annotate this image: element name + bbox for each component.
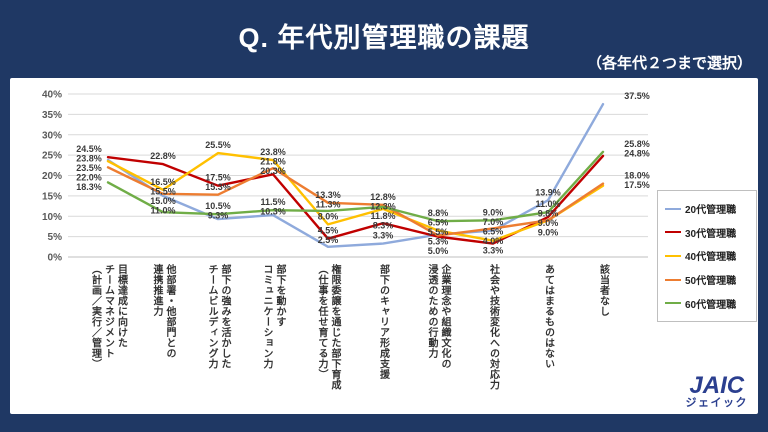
legend-item-3: 50代管理職	[665, 272, 749, 287]
legend-item-0: 20代管理職	[665, 201, 749, 216]
data-label: 4.0%	[483, 236, 504, 246]
jaic-logo-text: JAIC	[689, 372, 745, 400]
data-label: 7.0%	[483, 217, 504, 227]
data-label: 23.5%	[76, 163, 102, 173]
data-label: 2.5%	[318, 235, 339, 245]
legend-item-2: 40代管理職	[665, 248, 749, 263]
data-label: 6.5%	[483, 226, 504, 236]
data-label: 11.8%	[370, 211, 395, 221]
y-axis-tick: 20%	[42, 171, 62, 182]
jaic-logo-subtext: ジェイック	[685, 397, 748, 410]
data-label: 12.8%	[370, 192, 396, 202]
data-label: 3.3%	[373, 231, 394, 241]
data-label: 5.0%	[428, 246, 449, 256]
data-label: 11.3%	[315, 199, 340, 209]
series-line-4	[106, 150, 605, 223]
legend-label: 50代管理職	[685, 276, 737, 288]
legend-item-4: 60代管理職	[665, 296, 749, 311]
page-title: Q. 年代別管理職の課題	[238, 23, 530, 53]
data-label: 18.3%	[76, 182, 102, 192]
data-label: 4.5%	[318, 226, 339, 236]
data-label: 25.8%	[624, 139, 650, 149]
data-label: 25.5%	[205, 140, 231, 150]
data-label: 15.5%	[150, 186, 176, 196]
legend-label: 30代管理職	[685, 228, 737, 240]
data-label: 3.3%	[483, 245, 504, 255]
chart-legend: 20代管理職 30代管理職 40代管理職 50代管理職 60代管理職	[657, 190, 757, 322]
y-axis-tick: 5%	[48, 232, 63, 243]
data-label: 37.5%	[624, 91, 650, 101]
y-axis-tick: 40%	[42, 90, 62, 101]
data-label: 10.3%	[260, 207, 286, 217]
series-line-3	[106, 166, 605, 237]
data-label: 9.3%	[208, 211, 229, 221]
chart-card: 0% 5% 10% 15% 20% 25% 30% 35% 40% 24.5% 23.8% 23.5%…	[10, 78, 758, 414]
data-label: 11.0%	[150, 205, 175, 215]
legend-label: 60代管理職	[685, 299, 737, 311]
legend-swatch	[665, 302, 681, 305]
data-label: 20.3%	[260, 166, 286, 176]
y-axis-tick: 15%	[42, 191, 62, 202]
series-line-1	[106, 154, 605, 245]
data-label: 9.0%	[483, 207, 504, 217]
data-label: 9.0%	[538, 228, 559, 238]
data-label: 22.0%	[76, 173, 102, 183]
data-label: 17.5%	[624, 180, 650, 190]
data-label: 13.3%	[315, 190, 341, 200]
data-label: 12.3%	[370, 201, 396, 211]
data-label: 24.5%	[76, 144, 102, 154]
data-label: 15.3%	[205, 182, 231, 192]
data-label: 6.5%	[428, 218, 449, 228]
y-axis-tick: 25%	[42, 151, 62, 162]
y-axis-tick: 30%	[42, 130, 62, 141]
data-label: 17.5%	[205, 173, 231, 183]
data-label: 13.9%	[535, 187, 561, 197]
y-axis-tick: 0%	[48, 253, 63, 264]
data-label: 11.5%	[260, 197, 285, 207]
data-label: 24.8%	[624, 148, 650, 158]
data-label: 18.0%	[624, 171, 650, 181]
legend-swatch	[665, 207, 681, 210]
legend-item-1: 30代管理職	[665, 225, 749, 240]
legend-label: 20代管理職	[685, 205, 737, 217]
data-label: 23.8%	[260, 147, 286, 157]
data-label: 5.3%	[428, 237, 449, 247]
line-chart: 0%5%10%15%20%25%30%35%40%24.5%23.8%23.5%…	[42, 90, 650, 264]
legend-label: 40代管理職	[685, 252, 737, 264]
data-label: 9.0%	[538, 218, 559, 228]
data-label: 11.0%	[535, 199, 560, 209]
jaic-logo: JAIC ジェイック	[686, 373, 749, 410]
legend-swatch	[665, 231, 681, 234]
data-label: 10.5%	[205, 201, 231, 211]
data-label: 5.5%	[428, 227, 449, 237]
series-line-2	[106, 151, 605, 242]
data-label: 16.5%	[150, 177, 176, 187]
legend-swatch	[665, 254, 681, 257]
page-subtitle: （各年代２つまで選択）	[586, 55, 752, 72]
data-label: 22.8%	[150, 151, 176, 161]
data-label: 9.8%	[538, 209, 559, 219]
data-label: 8.8%	[428, 208, 449, 218]
data-label: 21.8%	[260, 157, 286, 167]
data-label: 15.0%	[150, 196, 176, 206]
y-axis-tick: 35%	[42, 110, 62, 121]
data-label: 8.0%	[318, 211, 339, 221]
y-axis-tick: 10%	[42, 212, 62, 223]
legend-swatch	[665, 278, 681, 281]
data-label: 23.8%	[76, 154, 102, 164]
data-label: 8.3%	[373, 220, 394, 230]
